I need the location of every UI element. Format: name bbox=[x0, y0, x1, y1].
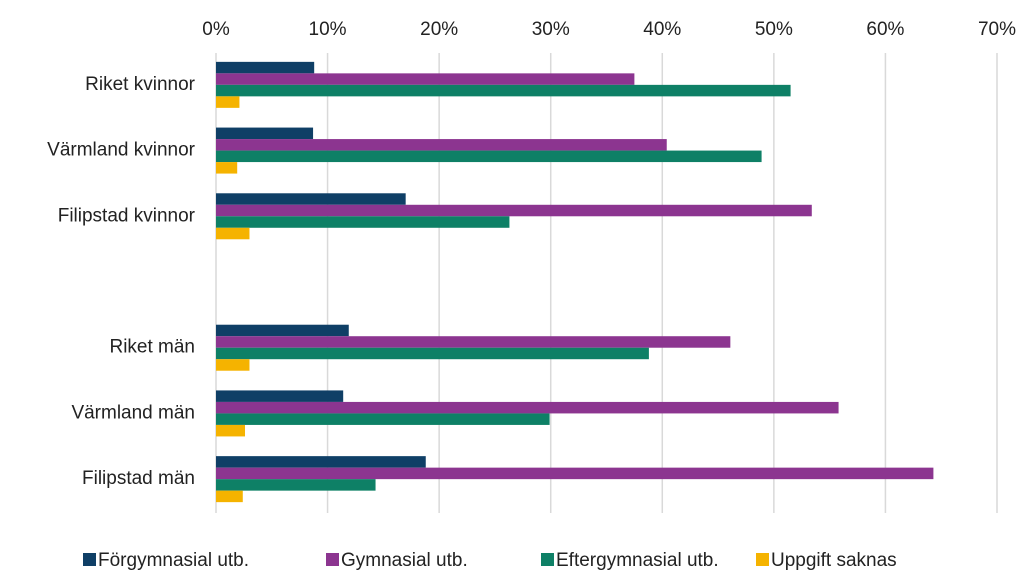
legend-swatch bbox=[83, 553, 96, 566]
bar bbox=[216, 347, 649, 360]
bar bbox=[216, 359, 250, 371]
bar bbox=[216, 227, 250, 240]
bar bbox=[216, 139, 667, 151]
category-label: Filipstad kvinnor bbox=[58, 205, 196, 226]
x-tick-label: 70% bbox=[978, 19, 1016, 40]
x-tick-label: 20% bbox=[420, 19, 458, 40]
bar bbox=[216, 84, 791, 97]
bar bbox=[216, 390, 344, 402]
bar bbox=[216, 150, 762, 163]
category-label: Värmland män bbox=[71, 402, 195, 423]
bar bbox=[216, 479, 376, 491]
x-tick-label: 60% bbox=[866, 19, 904, 40]
bar bbox=[216, 193, 406, 205]
x-tick-label: 10% bbox=[309, 19, 347, 40]
x-tick-label: 40% bbox=[643, 19, 681, 40]
legend-label: Förgymnasial utb. bbox=[98, 550, 249, 571]
legend-swatch bbox=[326, 553, 339, 566]
bar bbox=[216, 401, 839, 414]
x-tick-label: 30% bbox=[532, 19, 570, 40]
legend-label: Eftergymnasial utb. bbox=[556, 550, 719, 571]
bar bbox=[216, 127, 314, 140]
bar bbox=[216, 424, 246, 437]
bar bbox=[216, 467, 934, 480]
x-tick-label: 50% bbox=[755, 19, 793, 40]
bar bbox=[216, 324, 349, 337]
category-label: Filipstad män bbox=[82, 468, 195, 489]
bar bbox=[216, 456, 426, 468]
bar bbox=[216, 413, 550, 425]
legend-label: Gymnasial utb. bbox=[341, 550, 468, 571]
bar bbox=[216, 336, 731, 348]
legend-swatch bbox=[541, 553, 554, 566]
bar bbox=[216, 204, 812, 217]
bar bbox=[216, 96, 240, 108]
bar bbox=[216, 216, 510, 228]
bar bbox=[216, 162, 238, 174]
legend-label: Uppgift saknas bbox=[771, 550, 897, 571]
bar bbox=[216, 490, 243, 503]
bar bbox=[216, 73, 635, 85]
x-tick-label: 0% bbox=[202, 19, 230, 40]
category-label: Riket kvinnor bbox=[85, 74, 195, 95]
legend-swatch bbox=[756, 553, 769, 566]
category-label: Riket män bbox=[109, 337, 195, 358]
bar bbox=[216, 61, 315, 74]
category-label: Värmland kvinnor bbox=[47, 140, 196, 161]
